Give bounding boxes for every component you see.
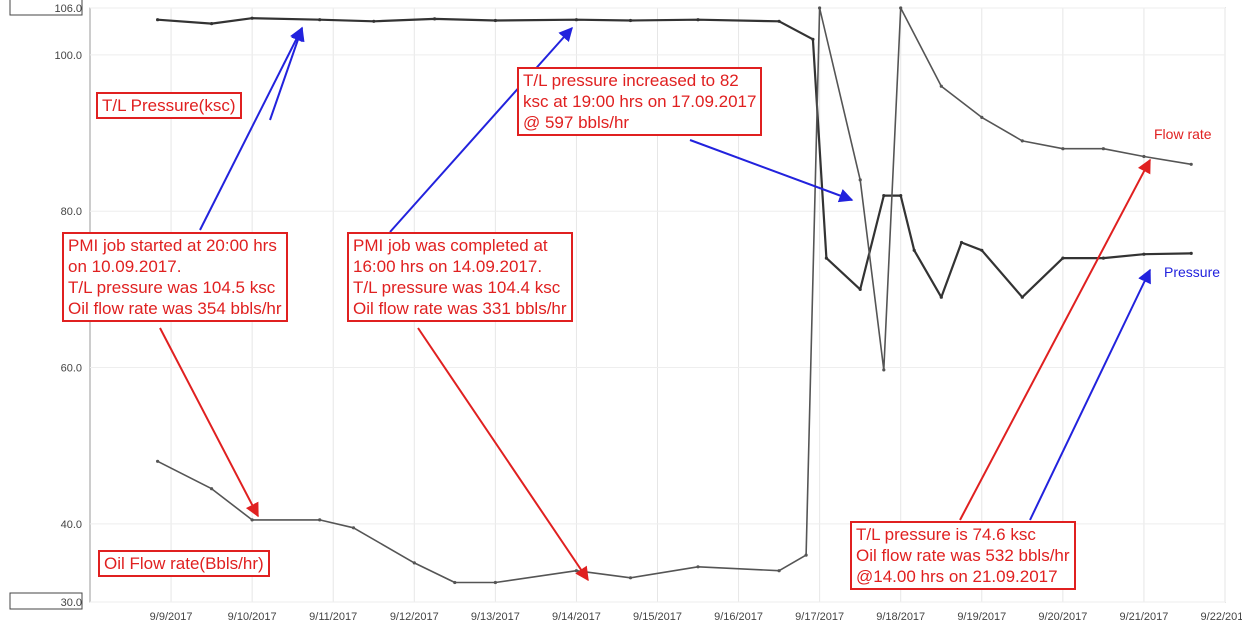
data-point [156,459,160,463]
annotation-arrow [269,26,305,121]
x-axis: 9/9/2017 9/10/2017 9/11/2017 9/12/2017 9/13/… [150,611,1242,623]
annotation-job-complete: PMI job was completed at 16:00 hrs on 14… [347,232,573,322]
x-tick-label: 9/18/2017 [876,611,925,623]
x-tick-label: 9/11/2017 [309,611,357,623]
data-point [412,561,416,565]
y-tick-box [9,592,83,610]
data-point [858,178,862,182]
data-point [912,248,916,252]
legend-pressure: Pressure [1164,264,1221,280]
annotation-oil-flow: Oil Flow rate(Bbls/hr) [98,550,270,577]
x-tick-label: 9/16/2017 [714,611,763,623]
data-point [1142,154,1146,159]
annotation-arrow [159,327,259,518]
data-point [318,18,322,22]
data-point [493,580,497,585]
x-tick-label: 9/15/2017 [633,611,682,623]
data-point [433,17,437,21]
x-tick-label: 9/17/2017 [795,611,844,623]
data-point [824,256,829,260]
x-tick-label: 9/22/2017 [1201,611,1242,623]
y-tick-label: 30.0 [61,597,82,609]
data-point [882,194,886,198]
x-tick-label: 9/10/2017 [228,611,277,623]
data-point [1189,251,1193,255]
data-point [811,37,815,41]
annotation-pressure-increase: T/L pressure increased to 82 ksc at 19:0… [517,67,763,136]
x-tick-label: 9/21/2017 [1119,611,1168,623]
data-point [959,240,964,245]
data-point [1061,256,1065,260]
data-point [210,487,214,491]
data-point [250,518,254,522]
x-tick-label: 9/13/2017 [471,611,520,623]
data-point [210,22,214,26]
data-point [777,19,781,23]
annotation-arrows [159,26,1151,582]
data-point [1020,139,1024,143]
annotation-arrow [1029,268,1151,521]
series-line-pressure [157,17,1192,299]
data-point [899,194,903,198]
data-point [156,18,160,22]
data-point [1189,162,1193,166]
y-tick-label: 60.0 [61,363,82,375]
y-tick-label: 106.0 [54,3,82,15]
annotation-arrow [389,26,573,233]
y-axis: 30.0 40.0 60.0 80.0 100.0 106.0 [9,0,83,610]
data-point [628,576,633,580]
data-point [939,84,943,88]
data-point [696,18,700,22]
data-point [250,16,254,20]
annotation-arrow [199,26,303,231]
data-point [1101,256,1105,260]
x-tick-label: 9/14/2017 [552,611,601,623]
y-tick-label: 40.0 [61,519,82,531]
legend-flow-rate: Flow rate [1154,126,1212,142]
data-point [804,553,808,557]
x-tick-label: 9/12/2017 [390,611,439,623]
data-point [372,19,376,23]
annotation-arrow [959,158,1151,521]
data-point [1020,295,1024,299]
data-point [939,295,943,299]
data-point [453,580,457,585]
annotation-arrow [417,327,589,582]
y-tick-box [9,0,83,16]
data-point [628,18,633,23]
data-point [696,565,700,569]
x-tick-label: 9/20/2017 [1038,611,1087,623]
series-layer [156,6,1193,585]
chart-grid [89,7,1226,603]
data-point [1061,147,1065,151]
y-tick-label: 80.0 [61,206,82,218]
annotation-tl-pressure: T/L Pressure(ksc) [96,92,242,119]
data-point [574,569,579,573]
y-tick-label: 100.0 [54,50,82,62]
data-point [818,6,822,10]
data-point [351,526,356,530]
data-point [1101,147,1105,151]
data-point [980,115,984,119]
annotation-arrow [689,139,854,203]
series-line-flow-rate [157,7,1192,584]
data-point [858,287,862,291]
data-point [899,6,903,10]
x-tick-label: 9/19/2017 [957,611,1006,623]
annotation-current: T/L pressure is 74.6 ksc Oil flow rate w… [850,521,1076,590]
data-point [318,518,322,522]
data-point [980,248,984,252]
data-point [493,18,497,23]
data-point [574,18,579,22]
data-point [1142,252,1146,256]
annotation-job-start: PMI job started at 20:00 hrs on 10.09.20… [62,232,288,322]
x-tick-label: 9/9/2017 [150,611,193,623]
data-point [882,368,886,372]
data-point [777,569,781,573]
